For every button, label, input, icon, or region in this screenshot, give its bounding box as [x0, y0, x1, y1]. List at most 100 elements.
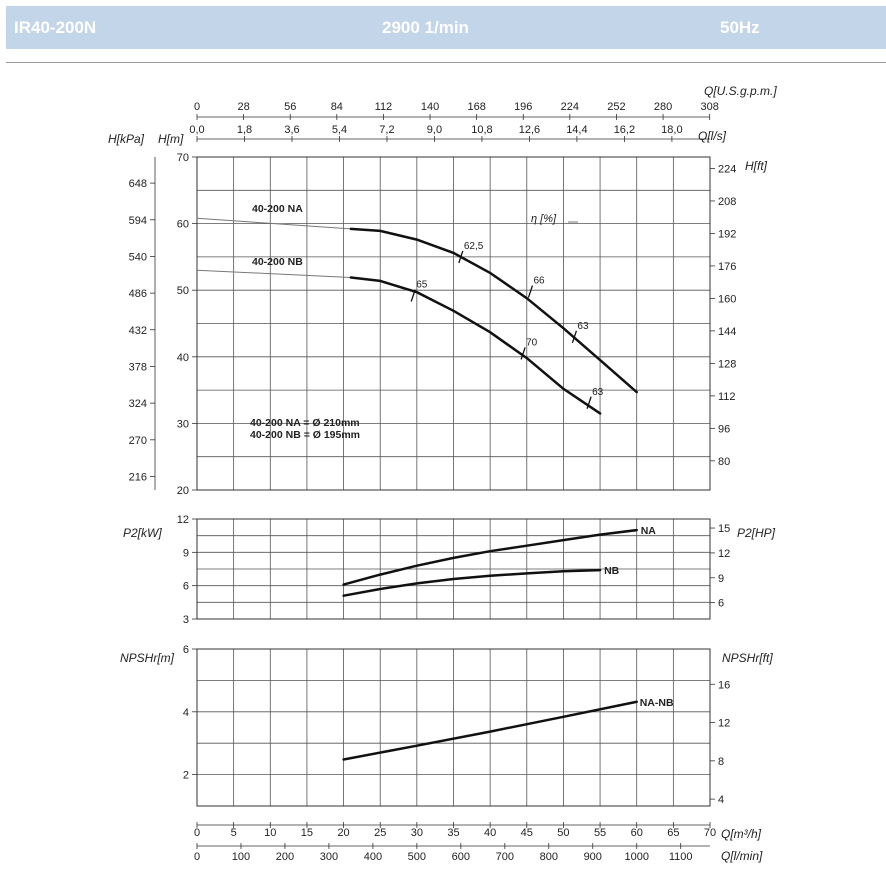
axis-gpm-tick-label: 252 [607, 101, 625, 113]
efficiency-mark-label: 66 [533, 276, 545, 287]
axis-m3h-tick-label: 40 [484, 827, 496, 839]
axis-ls-tick-label: 7,2 [379, 124, 394, 136]
axis-gpm-tick-label: 0 [194, 101, 200, 113]
axis-h-kpa-tick-label: 648 [129, 178, 147, 190]
efficiency-mark-label: 62,5 [464, 241, 484, 252]
power-curve-na [342, 528, 638, 586]
axis-h-kpa-tick-label: 540 [129, 251, 147, 263]
axis-ls-tick-label: 12,6 [519, 124, 540, 136]
axis-h-kpa-tick-label: 432 [129, 325, 147, 337]
axis-lmin-tick-label: 100 [232, 851, 250, 863]
axis-h-kpa-tick-label: 324 [129, 398, 147, 410]
axis-npsh-ft-tick-label: 12 [718, 718, 730, 730]
axis-npsh-ft-tick-label: 16 [718, 679, 730, 691]
axis-ls-tick-label: 18,0 [661, 124, 682, 136]
axis-gpm-tick-label: 224 [561, 101, 579, 113]
head-curve-na [349, 227, 638, 394]
axis-gpm-tick-label: 56 [284, 101, 296, 113]
axis-m3h-tick-label: 10 [264, 827, 276, 839]
axis-gpm-tick-label: 112 [375, 101, 393, 113]
axis-h-m-tick-label: 70 [177, 152, 189, 164]
impeller-note-nb: 40-200 NB = Ø 195mm [250, 429, 360, 441]
efficiency-mark [527, 285, 534, 298]
efficiency-mark [410, 289, 416, 302]
efficiency-mark [571, 330, 578, 344]
axis-m3h-tick-label: 50 [557, 827, 569, 839]
axis-lmin-tick-label: 900 [584, 851, 602, 863]
axis-label-p-hp: P2[HP] [737, 526, 776, 540]
axis-label-lmin: Q[l/min] [721, 849, 763, 863]
axis-h-ft-tick-label: 208 [718, 196, 736, 208]
axis-h-kpa-tick-label: 270 [129, 435, 147, 447]
axis-lmin-tick-label: 1000 [624, 851, 648, 863]
axis-label-npsh-m: NPSHr[m] [120, 651, 175, 665]
axis-lmin-tick-label: 0 [194, 851, 200, 863]
efficiency-mark-label: 65 [416, 280, 428, 291]
axis-npsh-ft-tick-label: 8 [718, 756, 724, 768]
series-label-na: 40-200 NA [252, 203, 303, 215]
axis-gpm-tick-label: 308 [700, 101, 718, 113]
axis-m3h-tick-label: 45 [521, 827, 533, 839]
axis-p-hp-tick-label: 12 [718, 548, 730, 560]
axis-gpm-tick-label: 140 [421, 101, 439, 113]
header-divider [6, 62, 886, 63]
axis-h-ft-tick-label: 128 [718, 358, 736, 370]
axis-p-kw-tick-label: 3 [183, 614, 189, 626]
axis-ls-tick-label: 9,0 [427, 124, 442, 136]
axis-h-ft-tick-label: 80 [718, 456, 730, 468]
axis-h-ft-tick-label: 96 [718, 423, 730, 435]
efficiency-mark-label: 63 [577, 321, 589, 332]
axis-m3h-tick-label: 5 [231, 827, 237, 839]
npsh-curve [342, 700, 638, 761]
model-title: IR40-200N [14, 18, 97, 37]
axis-npsh-ft-tick-label: 4 [718, 794, 724, 806]
axis-lmin-tick-label: 300 [320, 851, 338, 863]
efficiency-mark [520, 347, 526, 360]
axis-h-kpa-tick-label: 216 [129, 471, 147, 483]
axis-ls-tick-label: 1,8 [237, 124, 252, 136]
power-series-label: NA [641, 525, 657, 537]
axis-ls-tick-label: 10,8 [471, 124, 492, 136]
axis-h-m-tick-label: 30 [177, 418, 189, 430]
axis-ls-tick-label: 14,4 [566, 124, 587, 136]
axis-label-m3h: Q[m³/h] [721, 827, 762, 841]
head-extension-line [196, 217, 351, 230]
efficiency-mark-label: 63 [592, 387, 604, 398]
series-label-nb: 40-200 NB [252, 256, 303, 268]
axis-h-ft-tick-label: 176 [718, 261, 736, 273]
axis-label-npsh-ft: NPSHr[ft] [722, 651, 773, 665]
axis-npsh-m-tick-label: 2 [183, 770, 189, 782]
axis-gpm-tick-label: 28 [237, 101, 249, 113]
axis-h-m-tick-label: 60 [177, 219, 189, 231]
axis-p-hp-tick-label: 6 [718, 598, 724, 610]
axis-ls-tick-label: 0,0 [189, 124, 204, 136]
axis-lmin-tick-label: 1100 [669, 851, 693, 863]
power-series-label: NB [604, 565, 620, 577]
axis-h-ft-tick-label: 160 [718, 293, 736, 305]
axis-m3h-tick-label: 55 [594, 827, 606, 839]
axis-label-gpm: Q[U.S.g.p.m.] [704, 84, 777, 98]
axis-h-m-tick-label: 50 [177, 285, 189, 297]
axis-lmin-tick-label: 500 [408, 851, 426, 863]
efficiency-mark [586, 396, 592, 409]
axis-npsh-m-tick-label: 6 [183, 644, 189, 656]
axis-p-kw-tick-label: 6 [183, 581, 189, 593]
axis-m3h-tick-label: 60 [631, 827, 643, 839]
axis-lmin-tick-label: 400 [364, 851, 382, 863]
axis-m3h-tick-label: 15 [301, 827, 313, 839]
plot-frame-power [196, 518, 711, 620]
axis-h-ft-tick-label: 192 [718, 228, 736, 240]
axis-h-ft-tick-label: 112 [718, 391, 736, 403]
axis-ls-tick-label: 16,2 [614, 124, 635, 136]
header-bar: IR40-200N 2900 1/min 50Hz [6, 6, 886, 49]
axis-gpm-tick-label: 84 [331, 101, 343, 113]
axis-m3h-tick-label: 25 [374, 827, 386, 839]
axis-label-h-m: H[m] [158, 132, 184, 146]
frequency-label: 50Hz [720, 18, 760, 37]
speed-label: 2900 1/min [382, 18, 469, 37]
axis-m3h-tick-label: 35 [447, 827, 459, 839]
axis-h-kpa-tick-label: 594 [129, 215, 147, 227]
efficiency-axis-label: η [%] [531, 213, 557, 225]
efficiency-mark [458, 250, 464, 264]
